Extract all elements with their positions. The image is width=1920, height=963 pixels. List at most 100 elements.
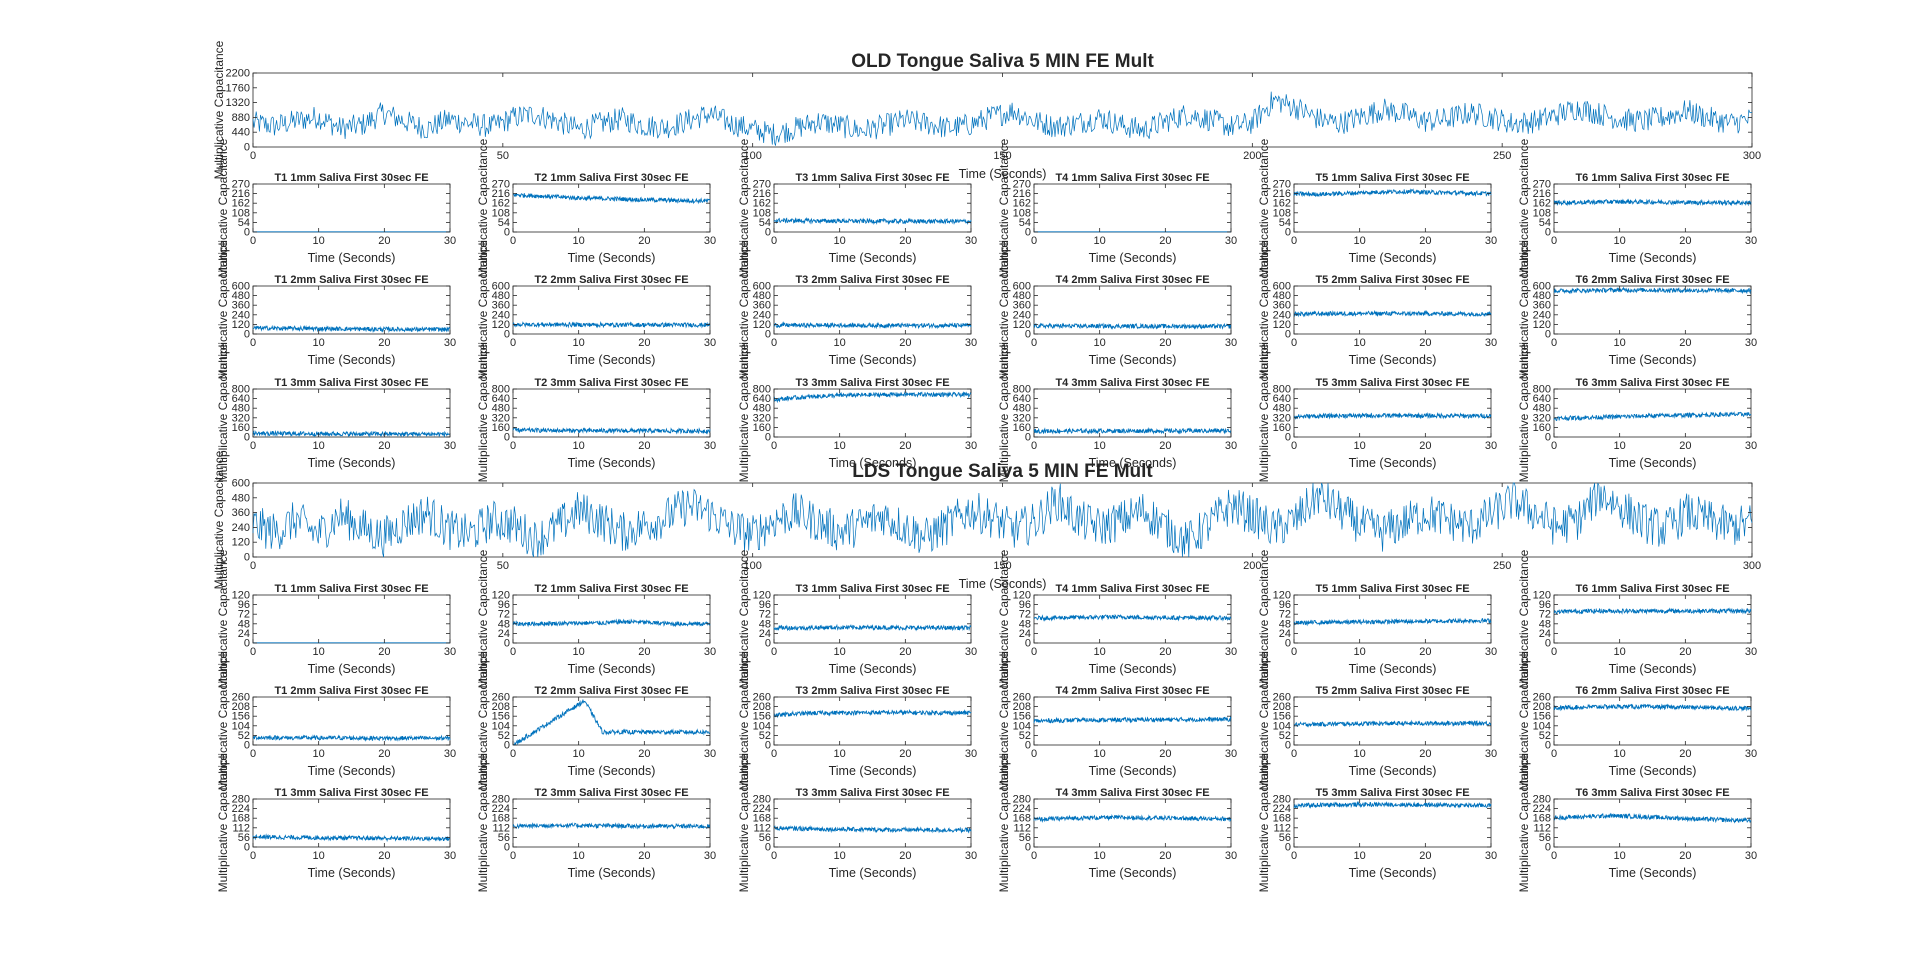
y-tick-label: 0 — [765, 227, 771, 239]
y-axis-label: Multiplicative Capacitance — [997, 753, 1011, 892]
y-tick-label: 160 — [1533, 422, 1551, 434]
x-tick-label: 30 — [965, 646, 977, 658]
x-tick-label: 250 — [1493, 150, 1511, 162]
y-tick-label: 162 — [753, 198, 771, 210]
x-tick-label: 30 — [1745, 748, 1757, 760]
y-axis-label: Multiplicative Capacitance — [997, 651, 1011, 790]
x-tick-label: 10 — [834, 337, 846, 349]
y-tick-label: 160 — [1013, 422, 1031, 434]
y-tick-label: 320 — [753, 412, 771, 424]
plot-area — [512, 183, 711, 233]
y-tick-label: 600 — [232, 281, 250, 293]
y-tick-label: 0 — [765, 740, 771, 752]
x-tick-label: 30 — [1745, 440, 1757, 452]
chart-title: T2 1mm Saliva First 30sec FE — [534, 172, 688, 184]
x-tick-label: 10 — [1614, 235, 1626, 247]
x-tick-label: 30 — [444, 748, 456, 760]
y-tick-label: 800 — [232, 384, 250, 396]
x-tick-label: 30 — [965, 440, 977, 452]
y-tick-label: 600 — [232, 478, 250, 490]
y-tick-label: 280 — [492, 794, 510, 806]
y-tick-label: 120 — [1013, 319, 1031, 331]
y-tick-label: 600 — [753, 281, 771, 293]
x-tick-label: 0 — [1551, 337, 1557, 349]
y-tick-label: 0 — [1285, 432, 1291, 444]
series-line — [773, 390, 972, 404]
plot-area — [1033, 798, 1232, 848]
plot-area — [252, 594, 451, 644]
series-line — [773, 216, 972, 226]
y-tick-label: 280 — [1013, 794, 1031, 806]
y-tick-label: 240 — [232, 522, 250, 534]
y-tick-label: 360 — [1273, 300, 1291, 312]
y-tick-label: 0 — [765, 432, 771, 444]
x-tick-label: 10 — [1614, 850, 1626, 862]
x-tick-label: 0 — [771, 748, 777, 760]
y-tick-label: 54 — [498, 217, 510, 229]
chart-title: T3 2mm Saliva First 30sec FE — [795, 274, 949, 286]
x-axis-label: Time (Seconds) — [568, 764, 656, 778]
chart-title: T6 1mm Saliva First 30sec FE — [1575, 172, 1729, 184]
y-axis-label: Multiplicative Capacitance — [1517, 651, 1531, 790]
y-tick-label: 0 — [1285, 227, 1291, 239]
y-tick-label: 480 — [753, 403, 771, 415]
y-tick-label: 168 — [492, 813, 510, 825]
y-axis-label: Multiplicative Capacitance — [216, 138, 230, 277]
y-tick-label: 56 — [498, 832, 510, 844]
y-tick-label: 24 — [759, 628, 771, 640]
x-tick-label: 300 — [1743, 150, 1761, 162]
x-axis-label: Time (Seconds) — [829, 251, 917, 265]
y-tick-label: 240 — [492, 309, 510, 321]
x-tick-label: 0 — [771, 646, 777, 658]
x-tick-label: 0 — [250, 337, 256, 349]
chart-title: T4 1mm Saliva First 30sec FE — [1055, 583, 1209, 595]
x-axis-label: Time (Seconds) — [1609, 353, 1697, 367]
y-axis-label: Multiplicative Capacitance — [1517, 753, 1531, 892]
y-axis-label: Multiplicative Capacitance — [997, 343, 1011, 482]
y-tick-label: 360 — [232, 300, 250, 312]
x-axis-label: Time (Seconds) — [1609, 662, 1697, 676]
x-tick-label: 20 — [899, 440, 911, 452]
chart-title: T1 1mm Saliva First 30sec FE — [274, 172, 428, 184]
y-tick-label: 56 — [759, 832, 771, 844]
y-tick-label: 108 — [1273, 207, 1291, 219]
y-tick-label: 120 — [1533, 319, 1551, 331]
x-tick-label: 30 — [444, 235, 456, 247]
y-tick-label: 224 — [1533, 803, 1551, 815]
x-tick-label: 30 — [1485, 748, 1497, 760]
x-tick-label: 30 — [1225, 748, 1237, 760]
chart-title: T6 2mm Saliva First 30sec FE — [1575, 274, 1729, 286]
y-tick-label: 0 — [1545, 740, 1551, 752]
chart-title: T4 2mm Saliva First 30sec FE — [1055, 274, 1209, 286]
x-axis-label: Time (Seconds) — [1089, 764, 1177, 778]
x-tick-label: 250 — [1493, 560, 1511, 572]
x-tick-label: 10 — [834, 850, 846, 862]
chart-title: T6 3mm Saliva First 30sec FE — [1575, 377, 1729, 389]
x-axis-label: Time (Seconds) — [829, 764, 917, 778]
y-tick-label: 800 — [1273, 384, 1291, 396]
x-tick-label: 100 — [743, 560, 761, 572]
chart-title: T1 3mm Saliva First 30sec FE — [274, 377, 428, 389]
x-axis-label: Time (Seconds) — [308, 764, 396, 778]
y-tick-label: 240 — [1013, 309, 1031, 321]
y-tick-label: 0 — [1545, 227, 1551, 239]
plot-area — [512, 388, 711, 438]
chart-title: T4 3mm Saliva First 30sec FE — [1055, 377, 1209, 389]
y-tick-label: 0 — [504, 740, 510, 752]
x-tick-label: 100 — [743, 150, 761, 162]
plot-area — [512, 285, 711, 335]
chart-title: OLD Tongue Saliva 5 MIN FE Mult — [851, 51, 1154, 72]
x-tick-label: 30 — [965, 748, 977, 760]
y-axis-label: Multiplicative Capacitance — [476, 549, 490, 688]
y-tick-label: 48 — [1539, 618, 1551, 630]
x-tick-label: 30 — [1485, 235, 1497, 247]
x-axis-label: Time (Seconds) — [308, 353, 396, 367]
y-axis-label: Multiplicative Capacitance — [216, 343, 230, 482]
x-tick-label: 30 — [1225, 440, 1237, 452]
